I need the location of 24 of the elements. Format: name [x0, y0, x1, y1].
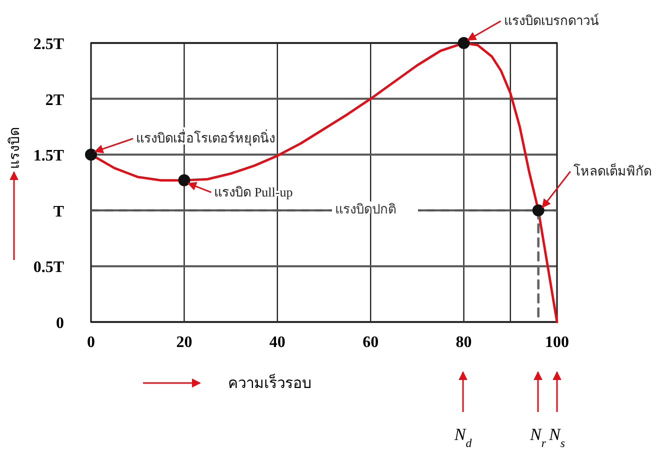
annotation: โหลดเต็มพิกัด [573, 161, 652, 178]
x-tick-label: 60 [362, 334, 379, 351]
point [85, 148, 97, 161]
x-tick-label: 20 [176, 334, 192, 351]
text: N$_{d}$ [453, 425, 472, 450]
y-tick-label: 1.5T [33, 148, 64, 165]
y-tick-label: 0.5T [33, 259, 64, 276]
y-tick-label: 2.5T [33, 36, 64, 53]
x-tick-label: 0 [87, 334, 95, 351]
text: N$_{s}$ [548, 425, 566, 450]
y-axis-title: แรงบิด [8, 127, 23, 169]
x-tick-label: 100 [545, 334, 569, 351]
point [532, 204, 544, 216]
point [458, 37, 470, 49]
x-tick-label: 40 [269, 334, 286, 351]
y-tick-label: 2T [45, 92, 64, 109]
x-axis-title: ความเร็วรอบ [228, 373, 312, 392]
y-tick-label: T [53, 203, 64, 220]
point [178, 174, 190, 186]
annotation: แรงบิดเบรกดาวน์ [504, 13, 599, 28]
ref-line-label: แรงบิดปกติ [334, 201, 396, 216]
x-tick-label: 80 [456, 334, 472, 351]
y-tick-label: 0 [56, 315, 64, 332]
text: N$_{r}$ [529, 425, 546, 450]
